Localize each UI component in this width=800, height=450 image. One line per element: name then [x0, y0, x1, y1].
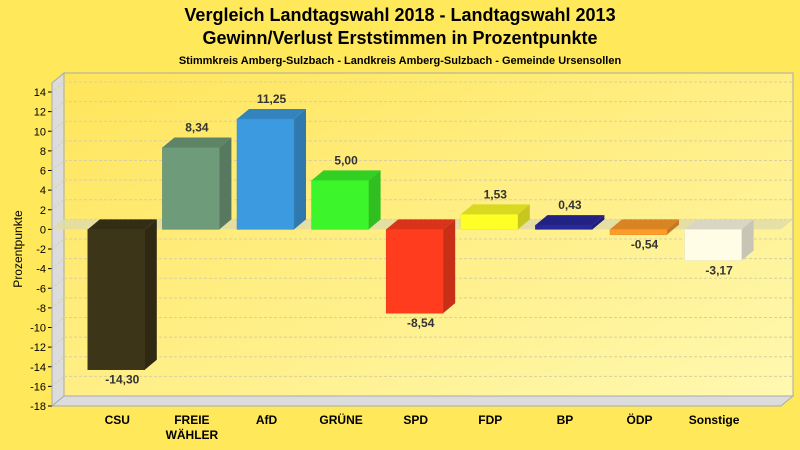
- bar-front: [535, 224, 593, 230]
- gridline-side: [51, 277, 65, 289]
- data-label: -8,54: [407, 316, 435, 330]
- bar-side: [219, 137, 232, 230]
- bar-ödp: -0,54: [609, 219, 679, 252]
- bar-sonstige: -3,17: [684, 219, 754, 277]
- bar-side: [443, 219, 456, 314]
- bar-front: [385, 229, 444, 314]
- y-tick-label: 8: [40, 146, 46, 158]
- bar-top: [535, 215, 605, 226]
- bar-grüne: 5,00: [311, 153, 381, 230]
- bar-top: [386, 219, 456, 230]
- x-tick-label: WÄHLER: [166, 427, 219, 442]
- bar-side: [667, 219, 679, 235]
- x-tick-label: GRÜNE: [319, 412, 362, 427]
- y-tick-label: -14: [30, 362, 46, 374]
- bar-top: [610, 219, 679, 230]
- x-tick-label: ÖDP: [626, 412, 652, 427]
- y-tick-label: 12: [34, 107, 46, 119]
- bar-top: [237, 108, 306, 119]
- gridline-side: [51, 120, 65, 132]
- bar-front: [311, 180, 369, 230]
- y-tick-label: -12: [30, 342, 46, 354]
- y-tick-label: 10: [34, 126, 46, 138]
- gridline-side: [51, 356, 65, 368]
- chart-title: Vergleich Landtagswahl 2018 - Landtagswa…: [184, 5, 615, 25]
- bar-front: [609, 229, 668, 235]
- bars: -14,30 8,34 11,25 5,00 -8,54 1,53 0,43 -0,54 -3,…: [87, 92, 754, 387]
- y-tick-label: 2: [40, 205, 46, 217]
- bar-front: [684, 229, 742, 261]
- y-tick-label: -8: [36, 303, 46, 315]
- x-tick-label: FREIE: [174, 413, 209, 427]
- data-label: 0,43: [558, 198, 582, 212]
- gridline-side: [51, 179, 65, 191]
- bar-fdp: 1,53: [460, 187, 530, 230]
- y-tick-label: -18: [30, 401, 46, 413]
- x-tick-label: FDP: [478, 413, 502, 427]
- bar-top: [87, 219, 157, 230]
- bar-spd: -8,54: [385, 219, 456, 330]
- bar-afd: 11,25: [236, 92, 306, 230]
- bar-front: [162, 147, 220, 230]
- y-tick-label: -4: [36, 264, 46, 276]
- y-axis: 14 12 10 8 6 4 2 0 -2 -4 -6 -8 -10 -12 -14 -16 -18: [30, 87, 53, 413]
- bar-side: [144, 219, 157, 370]
- x-tick-label: Sonstige: [689, 413, 740, 427]
- data-label: -0,54: [631, 238, 659, 252]
- bar-top: [684, 219, 754, 230]
- bar-bp: 0,43: [535, 198, 605, 230]
- y-tick-label: 6: [40, 166, 46, 178]
- gridline-side: [51, 140, 65, 152]
- bar-top: [162, 137, 232, 148]
- x-tick-label: CSU: [105, 413, 130, 427]
- y-tick-label: -6: [36, 283, 46, 295]
- gridline-side: [51, 317, 65, 328]
- bar-front: [87, 229, 146, 370]
- floor: [50, 395, 795, 407]
- y-tick-label: 4: [40, 185, 46, 197]
- gridline-side: [51, 297, 65, 309]
- data-label: 8,34: [185, 121, 209, 135]
- x-tick-label: AfD: [256, 413, 278, 427]
- data-label: 11,25: [257, 92, 287, 106]
- y-tick-label: 14: [34, 87, 46, 99]
- gridline-side: [51, 160, 65, 171]
- bar-front: [236, 118, 295, 230]
- bar-side: [368, 170, 381, 230]
- data-label: -3,17: [705, 263, 733, 277]
- bar-side: [517, 204, 530, 230]
- bar-front: [460, 214, 519, 230]
- gridline-side: [51, 238, 65, 250]
- data-label: -14,30: [105, 373, 139, 387]
- gridline-side: [51, 336, 65, 348]
- y-tick-label: -10: [30, 323, 46, 335]
- y-axis-label: Prozentpunkte: [11, 210, 25, 288]
- bar-csu: -14,30: [87, 219, 157, 387]
- gridline-side: [51, 258, 65, 270]
- x-tick-label: SPD: [403, 413, 428, 427]
- gridline-side: [51, 199, 65, 211]
- chart-subtitle: Gewinn/Verlust Erststimmen in Prozentpun…: [202, 28, 597, 48]
- bar-side: [294, 108, 306, 230]
- y-tick-label: 0: [40, 224, 46, 236]
- gridline-side: [51, 81, 65, 93]
- bar-side: [592, 215, 605, 230]
- bar-top: [311, 170, 381, 181]
- y-tick-label: -16: [30, 381, 46, 393]
- gridline-side: [51, 101, 65, 113]
- bar-top: [460, 204, 530, 215]
- chart-subsubtitle: Stimmkreis Amberg-Sulzbach - Landkreis A…: [179, 55, 622, 67]
- bar-freie-wähler: 8,34: [162, 121, 232, 230]
- data-label: 1,53: [484, 187, 508, 201]
- data-label: 5,00: [334, 153, 358, 167]
- x-tick-label: BP: [557, 413, 574, 427]
- bar-side: [741, 219, 754, 261]
- gridline-side: [51, 375, 65, 387]
- y-tick-label: -2: [36, 244, 46, 256]
